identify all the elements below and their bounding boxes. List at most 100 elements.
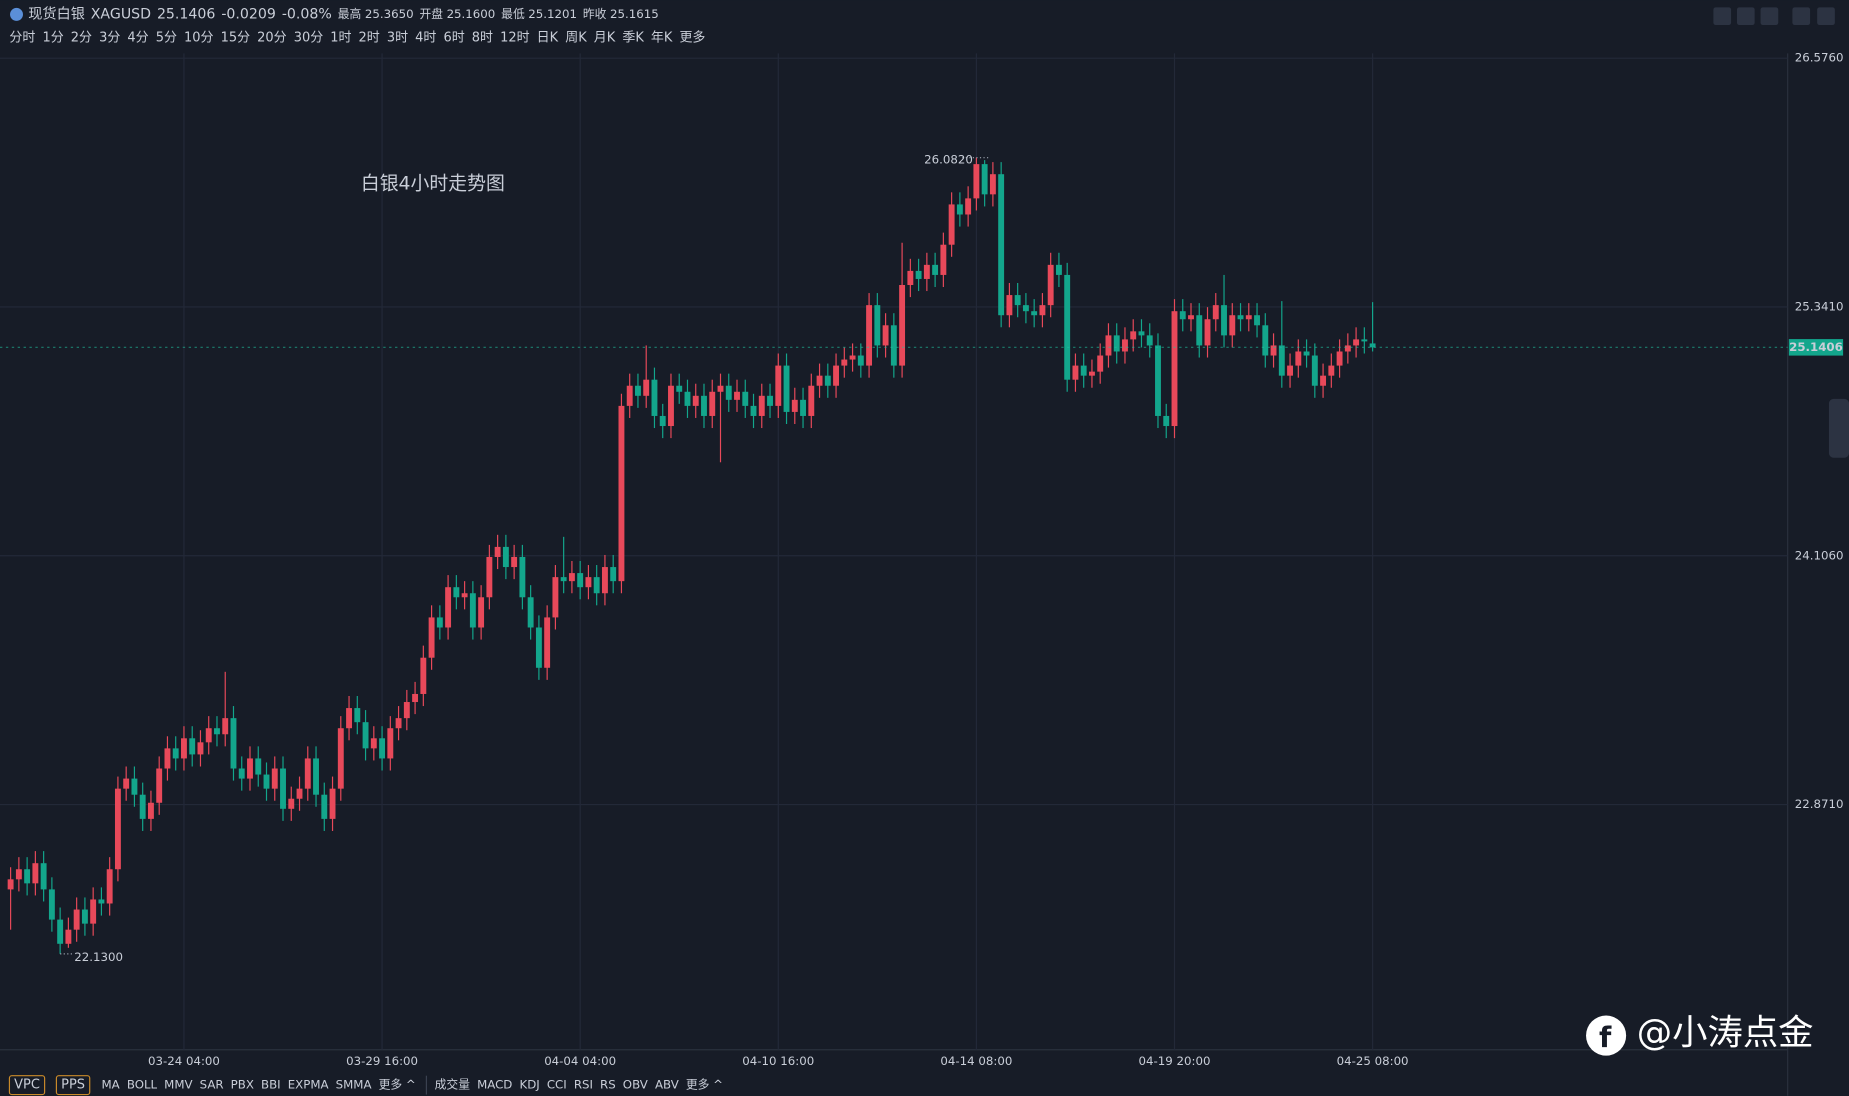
candle-body: [1155, 345, 1161, 416]
candle-body: [1278, 345, 1285, 376]
button[interactable]: [1792, 7, 1811, 26]
candle-body: [1188, 315, 1194, 320]
candle-body: [114, 788, 121, 870]
side-toggle[interactable]: [1828, 398, 1849, 458]
indicator-button[interactable]: 更多 ^: [379, 1078, 416, 1092]
period-button[interactable]: 20分: [257, 30, 287, 45]
period-button[interactable]: 季K: [622, 30, 644, 45]
indicator-button[interactable]: CCI: [547, 1078, 567, 1092]
period-button[interactable]: 年K: [651, 30, 673, 45]
period-button[interactable]: 30分: [294, 30, 324, 45]
candle-body: [915, 270, 922, 279]
period-button[interactable]: 更多: [679, 29, 705, 45]
candle-body: [1237, 315, 1244, 320]
candle-body: [164, 748, 171, 769]
candle-body: [1328, 365, 1335, 376]
candle-body: [989, 174, 996, 195]
candle-body: [197, 742, 204, 755]
period-button[interactable]: 2时: [359, 30, 380, 45]
candle-body: [791, 399, 798, 412]
candle-body: [1113, 335, 1120, 352]
period-button[interactable]: 10分: [184, 30, 214, 45]
window-buttons[interactable]: [1713, 7, 1835, 26]
period-button[interactable]: 1分: [42, 30, 63, 45]
indicator-button[interactable]: VPC: [14, 1078, 40, 1093]
watermark: @小涛点金: [1637, 1012, 1814, 1053]
indicator-button[interactable]: 更多 ^: [686, 1078, 723, 1092]
candle-body: [337, 728, 344, 789]
indicator-button[interactable]: ABV: [655, 1078, 679, 1092]
candle-body: [57, 919, 64, 944]
candle-body: [280, 768, 286, 809]
period-button[interactable]: 月K: [594, 30, 616, 45]
candle-body: [238, 768, 245, 779]
candle-body: [1204, 319, 1211, 346]
candle-body: [1320, 375, 1327, 386]
period-button[interactable]: 分时: [9, 30, 35, 45]
candle-body: [189, 738, 196, 755]
candle-body: [478, 597, 485, 628]
indicator-button[interactable]: RS: [600, 1078, 616, 1092]
annotation: 白银4小时走势图: [361, 173, 505, 195]
indicator-button[interactable]: EXPMA: [288, 1078, 329, 1092]
button[interactable]: [1817, 7, 1835, 26]
candle-body: [354, 708, 361, 723]
period-button[interactable]: 4分: [127, 30, 148, 45]
candle-body: [676, 385, 683, 392]
candle-body: [1221, 305, 1227, 336]
period-button[interactable]: 5分: [156, 30, 177, 45]
candle-body: [890, 325, 897, 366]
indicator-button[interactable]: MMV: [164, 1078, 192, 1092]
indicator-button[interactable]: SAR: [200, 1078, 224, 1092]
indicator-button[interactable]: PPS: [61, 1078, 85, 1093]
candle-body: [585, 577, 592, 588]
period-button[interactable]: 2分: [71, 30, 92, 45]
period-button[interactable]: 3时: [387, 30, 408, 45]
candle-body: [1353, 339, 1360, 346]
indicator-button[interactable]: MA: [102, 1078, 120, 1092]
candle-body: [346, 708, 352, 729]
candle-body: [313, 758, 319, 795]
candle-body: [147, 802, 154, 819]
indicator-button[interactable]: 成交量: [435, 1078, 471, 1092]
indicator-button[interactable]: OBV: [623, 1078, 648, 1092]
button-box[interactable]: [8, 1075, 46, 1096]
period-button[interactable]: 4时: [415, 30, 436, 45]
candle-body: [601, 567, 608, 594]
period-button[interactable]: 8时: [472, 30, 493, 45]
period-button[interactable]: 15分: [221, 30, 251, 45]
period-button[interactable]: 6时: [443, 30, 464, 45]
candle-body: [841, 359, 848, 366]
indicator-button[interactable]: SMMA: [336, 1078, 372, 1092]
candle-body: [742, 391, 749, 406]
button-box[interactable]: [55, 1075, 91, 1096]
candle-body: [684, 391, 691, 406]
candle-body: [1047, 264, 1054, 306]
button[interactable]: [1760, 7, 1779, 26]
indicator-button[interactable]: RSI: [574, 1078, 593, 1092]
symbol-icon: [10, 7, 23, 21]
indicator-button[interactable]: MACD: [477, 1078, 512, 1092]
candle-body: [395, 718, 402, 729]
period-button[interactable]: 日K: [537, 30, 559, 45]
period-button[interactable]: 12时: [500, 30, 530, 45]
candle-body: [552, 577, 559, 618]
candle-body: [1245, 315, 1252, 320]
period-button[interactable]: 周K: [565, 30, 587, 45]
y-tick-label: 22.8710: [1795, 797, 1844, 811]
period-button[interactable]: 3分: [99, 30, 120, 45]
button[interactable]: [1736, 7, 1755, 26]
indicator-button[interactable]: BOLL: [127, 1078, 158, 1092]
period-button[interactable]: 1时: [330, 30, 351, 45]
candle-body: [73, 909, 80, 930]
indicator-button[interactable]: PBX: [231, 1078, 254, 1092]
button[interactable]: [1713, 7, 1732, 26]
indicator-button[interactable]: KDJ: [519, 1078, 539, 1092]
symbol-name: 现货白银: [28, 6, 85, 22]
price-change-pct: -0.08%: [282, 6, 332, 22]
candle-body: [1369, 343, 1376, 348]
candle-body: [263, 774, 270, 789]
indicator-button[interactable]: BBI: [261, 1078, 281, 1092]
